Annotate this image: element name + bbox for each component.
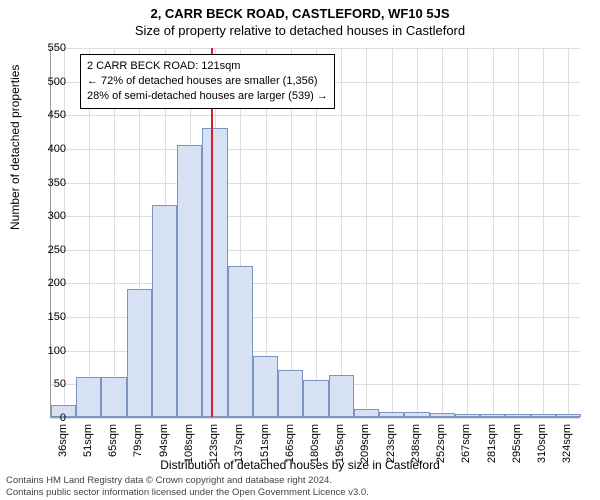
histogram-bar — [404, 412, 429, 417]
x-tick-label: 180sqm — [309, 424, 321, 463]
x-tick-label: 151sqm — [259, 424, 271, 463]
y-tick-label: 350 — [48, 177, 66, 189]
y-axis-label: Number of detached properties — [8, 65, 22, 230]
y-tick-label: 0 — [60, 412, 66, 424]
gridline-v — [518, 48, 519, 417]
gridline-v — [493, 48, 494, 417]
histogram-bar — [354, 409, 379, 417]
histogram-bar — [177, 145, 202, 417]
histogram-bar — [303, 380, 328, 417]
x-tick-label: 123sqm — [208, 424, 220, 463]
y-tick-label: 250 — [48, 244, 66, 256]
histogram-bar — [202, 128, 227, 417]
x-tick-label: 51sqm — [82, 424, 94, 457]
gridline-v — [392, 48, 393, 417]
histogram-bar — [505, 414, 530, 417]
histogram-bar — [228, 266, 253, 417]
y-tick-label: 500 — [48, 76, 66, 88]
gridline-v — [64, 48, 65, 417]
x-tick-label: 108sqm — [183, 424, 195, 463]
x-axis-label: Distribution of detached houses by size … — [0, 458, 600, 472]
annotation-box: 2 CARR BECK ROAD: 121sqm← 72% of detache… — [80, 54, 335, 109]
histogram-bar — [379, 412, 404, 417]
gridline-v — [341, 48, 342, 417]
histogram-bar — [152, 205, 177, 417]
y-tick-label: 300 — [48, 210, 66, 222]
y-tick-label: 100 — [48, 345, 66, 357]
x-tick-label: 281sqm — [486, 424, 498, 463]
x-tick-label: 324sqm — [561, 424, 573, 463]
x-tick-label: 166sqm — [284, 424, 296, 463]
y-tick-label: 50 — [54, 378, 66, 390]
y-tick-label: 150 — [48, 311, 66, 323]
x-tick-label: 223sqm — [385, 424, 397, 463]
histogram-bar — [76, 377, 101, 417]
gridline-v — [366, 48, 367, 417]
x-tick-label: 137sqm — [233, 424, 245, 463]
histogram-bar — [127, 289, 152, 417]
y-tick-label: 200 — [48, 277, 66, 289]
gridline-v — [543, 48, 544, 417]
annotation-line: ← 72% of detached houses are smaller (1,… — [87, 74, 328, 89]
annotation-line: 2 CARR BECK ROAD: 121sqm — [87, 59, 328, 74]
histogram-bar — [278, 370, 303, 417]
x-tick-label: 252sqm — [435, 424, 447, 463]
chart-title-subtitle: Size of property relative to detached ho… — [0, 21, 600, 38]
x-tick-label: 65sqm — [107, 424, 119, 457]
x-tick-label: 310sqm — [536, 424, 548, 463]
histogram-bar — [480, 414, 505, 417]
annotation-line: 28% of semi-detached houses are larger (… — [87, 89, 328, 104]
plot-zone: 2 CARR BECK ROAD: 121sqm← 72% of detache… — [50, 48, 580, 418]
gridline-v — [417, 48, 418, 417]
gridline-h — [51, 418, 580, 419]
histogram-bar — [455, 414, 480, 417]
chart-title-address: 2, CARR BECK ROAD, CASTLEFORD, WF10 5JS — [0, 0, 600, 21]
footer-line-2: Contains public sector information licen… — [6, 487, 369, 498]
histogram-bar — [253, 356, 278, 417]
x-tick-label: 36sqm — [57, 424, 69, 457]
x-tick-label: 94sqm — [158, 424, 170, 457]
footer-line-1: Contains HM Land Registry data © Crown c… — [6, 475, 369, 486]
y-tick-label: 550 — [48, 42, 66, 54]
histogram-bar — [430, 413, 455, 417]
gridline-v — [467, 48, 468, 417]
histogram-bar — [329, 375, 354, 417]
x-tick-label: 238sqm — [410, 424, 422, 463]
gridline-v — [442, 48, 443, 417]
y-tick-label: 400 — [48, 143, 66, 155]
gridline-v — [568, 48, 569, 417]
histogram-bar — [531, 414, 556, 417]
chart-container: 2, CARR BECK ROAD, CASTLEFORD, WF10 5JS … — [0, 0, 600, 500]
x-tick-label: 209sqm — [359, 424, 371, 463]
x-tick-label: 79sqm — [132, 424, 144, 457]
x-tick-label: 267sqm — [460, 424, 472, 463]
y-tick-label: 450 — [48, 109, 66, 121]
histogram-bar — [556, 414, 581, 417]
footer-attribution: Contains HM Land Registry data © Crown c… — [6, 475, 369, 498]
x-tick-label: 295sqm — [511, 424, 523, 463]
histogram-bar — [101, 377, 126, 417]
x-tick-label: 195sqm — [334, 424, 346, 463]
